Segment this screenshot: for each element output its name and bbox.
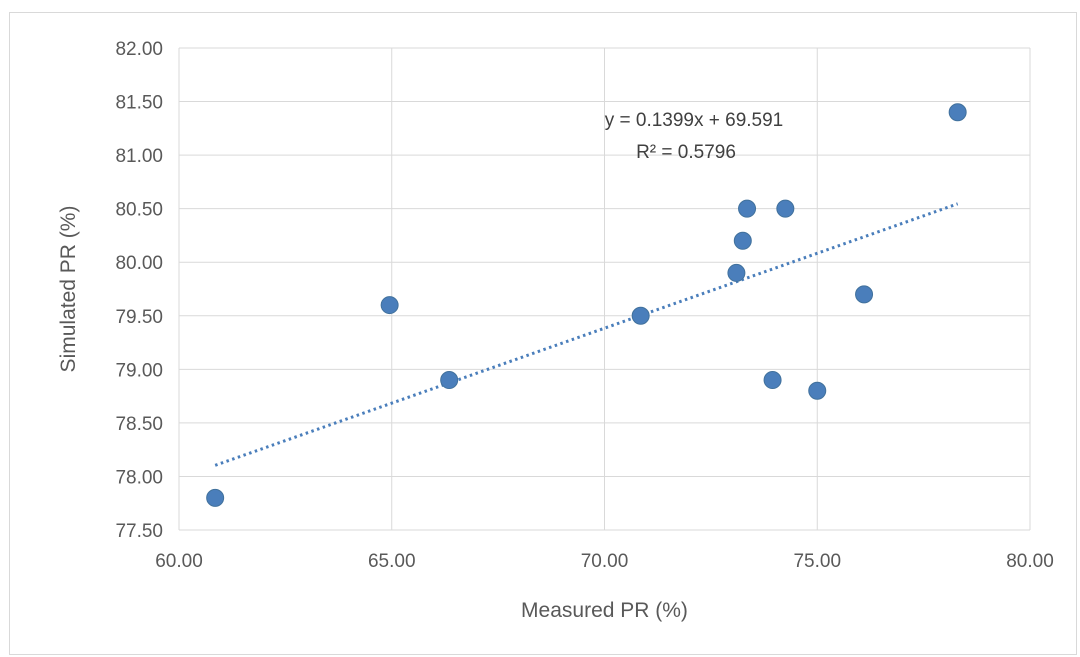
y-tick-label: 79.00 <box>115 360 163 381</box>
y-axis-title: Simulated PR (%) <box>57 206 80 373</box>
y-tick-label: 78.00 <box>115 467 163 488</box>
trendline-r2: R² = 0.5796 <box>636 142 736 163</box>
x-tick-label: 70.00 <box>581 551 629 572</box>
data-point <box>206 488 225 507</box>
y-tick-label: 80.50 <box>115 200 163 221</box>
data-point <box>808 381 827 400</box>
y-tick-label: 77.50 <box>115 521 163 542</box>
y-axis-ticks: 77.50 78.00 78.50 79.00 79.50 80.00 80.50 81.00… <box>115 39 163 542</box>
data-point <box>733 231 752 250</box>
gridlines <box>178 47 1031 531</box>
data-point <box>440 371 459 390</box>
x-tick-label: 75.00 <box>793 551 841 572</box>
data-point <box>855 285 874 304</box>
trendline <box>214 202 959 467</box>
data-point <box>380 296 399 315</box>
data-point <box>948 103 967 122</box>
trendline-equation: y = 0.1399x + 69.591 <box>605 110 784 131</box>
y-tick-label: 80.00 <box>115 253 163 274</box>
x-tick-label: 65.00 <box>368 551 416 572</box>
data-point <box>738 199 757 218</box>
x-tick-label: 80.00 <box>1006 551 1054 572</box>
x-tick-label: 60.00 <box>155 551 203 572</box>
y-tick-label: 81.00 <box>115 146 163 167</box>
data-point <box>727 263 746 282</box>
data-point <box>776 199 795 218</box>
y-tick-label: 82.00 <box>115 39 163 60</box>
data-points <box>206 103 967 507</box>
chart-frame <box>9 12 1077 655</box>
x-axis-ticks: 60.00 65.00 70.00 75.00 80.00 <box>155 551 1054 572</box>
data-point <box>631 306 650 325</box>
data-point <box>763 371 782 390</box>
y-tick-label: 79.50 <box>115 307 163 328</box>
x-axis-title: Measured PR (%) <box>521 599 688 622</box>
y-tick-label: 81.50 <box>115 93 163 114</box>
y-tick-label: 78.50 <box>115 414 163 435</box>
